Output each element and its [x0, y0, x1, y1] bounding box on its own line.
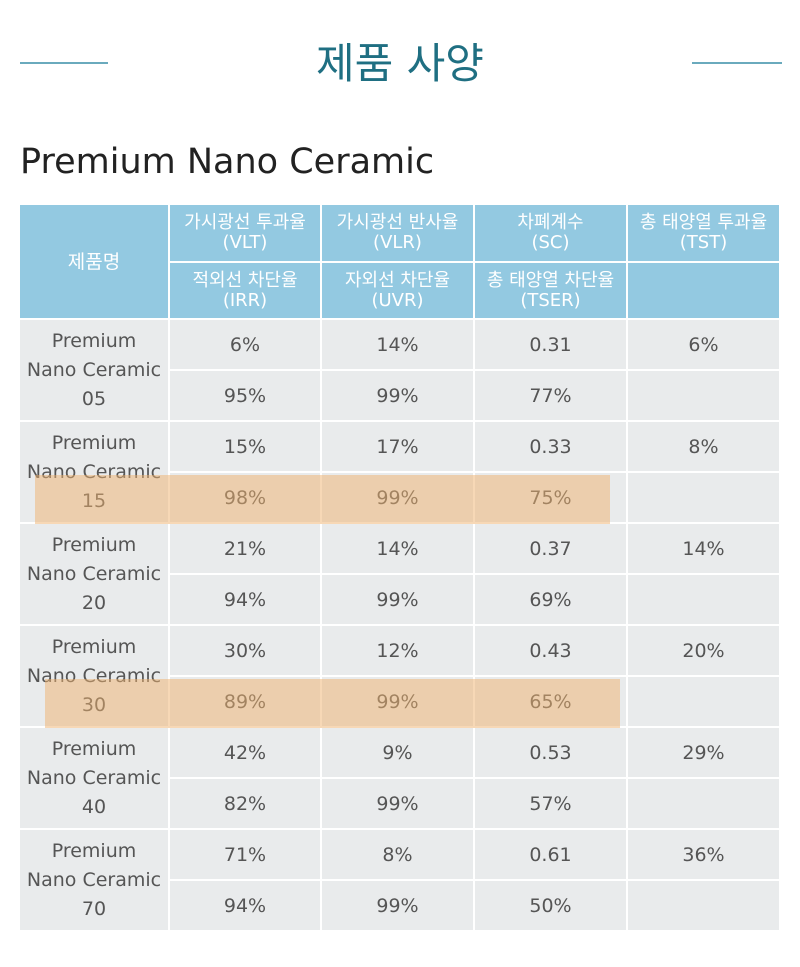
name-line: Premium — [51, 329, 137, 352]
data-cell: 8% — [322, 830, 475, 881]
data-cell: 6% — [628, 320, 781, 371]
name-line: Premium — [51, 839, 137, 862]
data-cell: 14% — [628, 524, 781, 575]
header-code: (UVR) — [371, 289, 424, 311]
spec-table: 제품명 가시광선 투과율 (VLT) 가시광선 반사율 (VLR) 차폐계수 (SC) 총 태… — [20, 205, 781, 935]
data-cell: 95% — [170, 371, 322, 422]
data-cell: 94% — [170, 881, 322, 932]
data-cell: 0.61 — [475, 830, 628, 881]
header-code: (TSER) — [520, 289, 581, 311]
header-label: 가시광선 투과율 — [184, 212, 306, 233]
name-line: Premium — [51, 635, 137, 658]
data-cell: 0.53 — [475, 728, 628, 779]
data-cell: 0.31 — [475, 320, 628, 371]
data-cell: 14% — [322, 524, 475, 575]
data-cell: 15% — [170, 422, 322, 473]
header-code: (TST) — [679, 232, 728, 253]
data-cell: 0.43 — [475, 626, 628, 677]
data-cell: 20% — [628, 626, 781, 677]
header-code: (VLR) — [373, 232, 422, 253]
data-cell: 77% — [475, 371, 628, 422]
name-line: 05 — [81, 387, 107, 410]
header-label: 가시광선 반사율 — [336, 212, 459, 233]
product-name: Premium Nano Ceramic 05 — [20, 320, 170, 422]
page-title: 제품 사양 — [316, 39, 484, 88]
data-cell: 30% — [170, 626, 322, 677]
data-cell: 99% — [322, 575, 475, 626]
data-cell — [628, 575, 781, 626]
name-line: Premium — [51, 431, 137, 454]
highlight — [35, 475, 610, 529]
data-cell: 99% — [322, 779, 475, 830]
data-cell: 6% — [170, 320, 322, 371]
header-cell: 총 태양열 투과율 (TST) — [628, 205, 781, 263]
data-cell: 14% — [322, 320, 475, 371]
data-cell: 99% — [322, 881, 475, 932]
data-cell: 17% — [322, 422, 475, 473]
name-line: Premium — [51, 533, 137, 556]
data-cell: 9% — [322, 728, 475, 779]
data-cell: 21% — [170, 524, 322, 575]
header-label: 총 태양열 차단율 — [486, 269, 615, 291]
product-name: Premium Nano Ceramic 20 — [20, 524, 170, 626]
data-cell: 42% — [170, 728, 322, 779]
data-cell: 57% — [475, 779, 628, 830]
data-cell: 12% — [322, 626, 475, 677]
name-line: Premium — [51, 737, 137, 760]
header-cell: 가시광선 반사율 (VLR) — [322, 205, 475, 263]
data-cell: 99% — [322, 371, 475, 422]
data-cell — [628, 677, 781, 728]
header-cell: 제품명 — [20, 205, 170, 320]
data-cell: 0.37 — [475, 524, 628, 575]
name-line: Nano Ceramic — [26, 562, 162, 585]
data-cell: 50% — [475, 881, 628, 932]
header-cell: 차폐계수 (SC) — [475, 205, 628, 263]
section-title: Premium Nano Ceramic — [20, 142, 435, 182]
header-cell: 적외선 차단율 (IRR) — [170, 263, 322, 320]
name-line: 40 — [81, 795, 107, 818]
data-cell — [628, 881, 781, 932]
header-cell: 총 태양열 차단율 (TSER) — [475, 263, 628, 320]
header-cell — [628, 263, 781, 320]
name-line: Nano Ceramic — [26, 766, 162, 789]
data-cell: 82% — [170, 779, 322, 830]
name-line: 70 — [81, 897, 107, 920]
header-label: 총 태양열 투과율 — [639, 212, 768, 233]
title-rule — [692, 62, 782, 64]
data-cell: 36% — [628, 830, 781, 881]
data-cell: 29% — [628, 728, 781, 779]
header-code: (SC) — [531, 232, 570, 253]
data-cell — [628, 371, 781, 422]
header-code: (IRR) — [222, 289, 268, 311]
header-cell: 자외선 차단율 (UVR) — [322, 263, 475, 320]
data-cell: 94% — [170, 575, 322, 626]
data-cell — [628, 779, 781, 830]
name-line: Nano Ceramic — [26, 358, 162, 381]
header-code: (VLT) — [222, 232, 268, 253]
product-name: Premium Nano Ceramic 40 — [20, 728, 170, 830]
name-line: Nano Ceramic — [26, 868, 162, 891]
data-cell: 0.33 — [475, 422, 628, 473]
header-label: 자외선 차단율 — [344, 269, 451, 291]
title-rule — [20, 62, 108, 64]
name-line: 20 — [81, 591, 107, 614]
data-cell — [628, 473, 781, 524]
header-label: 적외선 차단율 — [192, 269, 298, 291]
data-cell: 69% — [475, 575, 628, 626]
data-cell: 8% — [628, 422, 781, 473]
header-label: 차폐계수 — [517, 212, 584, 233]
header-cell: 가시광선 투과율 (VLT) — [170, 205, 322, 263]
data-cell: 71% — [170, 830, 322, 881]
product-name: Premium Nano Ceramic 70 — [20, 830, 170, 932]
highlight — [45, 679, 620, 733]
